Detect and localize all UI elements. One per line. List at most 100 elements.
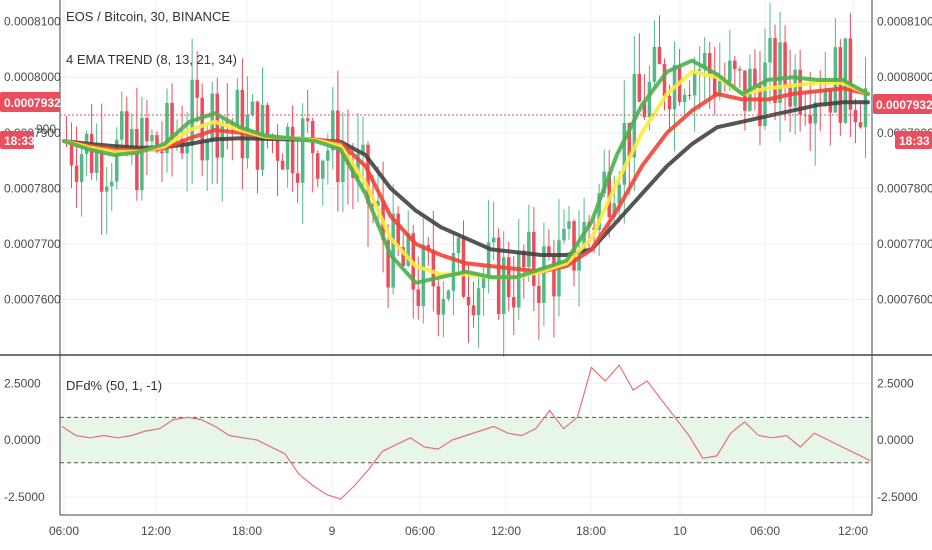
candle-body bbox=[160, 151, 164, 154]
right-price-badge bbox=[873, 94, 932, 114]
candle-body bbox=[612, 203, 616, 218]
x-tick-label: 12:00 bbox=[141, 524, 171, 538]
candle-body bbox=[712, 74, 717, 96]
candle-body bbox=[582, 222, 586, 254]
candle-body bbox=[687, 94, 692, 96]
candle-body bbox=[326, 150, 330, 161]
candle-body bbox=[657, 46, 662, 64]
candle-body bbox=[783, 42, 787, 86]
candle-body bbox=[300, 118, 305, 183]
y-tick-label-right: 0.0007600 bbox=[877, 292, 932, 306]
candle-body bbox=[290, 126, 295, 174]
candle-body bbox=[707, 53, 712, 75]
candle-body bbox=[205, 141, 209, 161]
candle-body bbox=[170, 102, 174, 140]
right-countdown-badge bbox=[895, 131, 932, 149]
candle-body bbox=[150, 135, 154, 142]
y-tick-label-left: 0.0008100 bbox=[4, 15, 61, 29]
candle-body bbox=[602, 171, 606, 194]
ema-line-ema-13 bbox=[62, 69, 870, 280]
candle-body bbox=[627, 122, 632, 158]
x-tick-label: 10 bbox=[673, 524, 687, 538]
y-tick-label-left: 0.0007800 bbox=[4, 181, 61, 195]
candle-body bbox=[456, 237, 461, 253]
candle-body bbox=[547, 246, 551, 257]
candle-body bbox=[305, 118, 310, 121]
candle-body bbox=[361, 144, 365, 154]
x-tick-label: 18:00 bbox=[576, 524, 606, 538]
candle-body bbox=[622, 122, 627, 185]
candle-body bbox=[74, 165, 79, 182]
candle-body bbox=[738, 69, 742, 71]
left-countdown-text: 18:33 bbox=[4, 134, 35, 148]
candle-body bbox=[517, 250, 521, 308]
candle-body bbox=[295, 173, 300, 183]
candle-body bbox=[225, 121, 230, 124]
candle-body bbox=[667, 95, 672, 110]
candle-body bbox=[692, 70, 697, 96]
right-countdown-text: 18:33 bbox=[899, 134, 930, 148]
candle-body bbox=[793, 69, 797, 107]
candle-body bbox=[451, 252, 456, 291]
candle-body bbox=[401, 247, 405, 266]
dfd-line bbox=[61, 364, 871, 500]
y-tick-label-right: 0.0007700 bbox=[877, 237, 932, 251]
left-price-badge-text: 0.0007932 bbox=[4, 96, 61, 110]
candle-body bbox=[471, 305, 476, 316]
y-tick-label-right: 0.0007800 bbox=[877, 181, 932, 195]
candle-body bbox=[165, 102, 169, 154]
x-tick-label: 06:00 bbox=[49, 524, 79, 538]
candle-body bbox=[778, 42, 782, 104]
osc-tick-label-left: -2.5000 bbox=[4, 490, 45, 504]
candle-body bbox=[642, 101, 647, 118]
candle-body bbox=[341, 152, 345, 183]
candle-body bbox=[662, 63, 667, 96]
candle-body bbox=[99, 145, 104, 192]
candle-body bbox=[823, 89, 828, 104]
candle-body bbox=[838, 47, 843, 123]
candle-body bbox=[310, 120, 315, 154]
candle-body bbox=[486, 242, 491, 277]
candle-body bbox=[522, 250, 526, 268]
left-partial-tick: 900 bbox=[36, 122, 56, 136]
osc-tick-label-left: 0.0000 bbox=[4, 433, 41, 447]
oscillator-band bbox=[60, 416, 872, 464]
x-tick-label: 06:00 bbox=[750, 524, 780, 538]
candle-body bbox=[511, 297, 516, 308]
candle-body bbox=[321, 160, 325, 179]
candle-body bbox=[461, 237, 466, 297]
candle-body bbox=[476, 288, 481, 316]
candle-body bbox=[396, 213, 400, 248]
y-tick-label-right: 0.0008000 bbox=[877, 70, 932, 84]
candle-body bbox=[431, 250, 436, 287]
ema-line-ema-8 bbox=[62, 58, 870, 285]
candle-body bbox=[537, 285, 541, 304]
candle-body bbox=[285, 126, 290, 170]
candle-body bbox=[773, 38, 777, 104]
ema-line-ema-34 bbox=[62, 100, 870, 257]
x-tick-label: 06:00 bbox=[405, 524, 435, 538]
candle-body bbox=[768, 38, 772, 63]
candle-body bbox=[195, 79, 199, 98]
candle-body bbox=[728, 60, 732, 82]
candle-body bbox=[697, 69, 702, 71]
candle-body bbox=[120, 111, 124, 140]
osc-tick-label-right: 2.5000 bbox=[877, 376, 914, 390]
candle-body bbox=[441, 298, 446, 315]
candle-body bbox=[200, 97, 204, 161]
candle-body bbox=[215, 93, 220, 158]
candle-body bbox=[607, 171, 611, 218]
candle-body bbox=[527, 231, 531, 268]
candle-body bbox=[682, 94, 687, 103]
candle-body bbox=[109, 181, 114, 187]
candle-body bbox=[552, 256, 556, 297]
candle-body bbox=[532, 231, 536, 286]
osc-tick-label-right: 0.0000 bbox=[877, 433, 914, 447]
ema-lines bbox=[62, 58, 870, 285]
candle-body bbox=[647, 81, 652, 118]
candle-body bbox=[416, 289, 421, 307]
candle-body bbox=[316, 153, 320, 179]
candle-body bbox=[652, 46, 657, 82]
candle-body bbox=[376, 200, 380, 206]
